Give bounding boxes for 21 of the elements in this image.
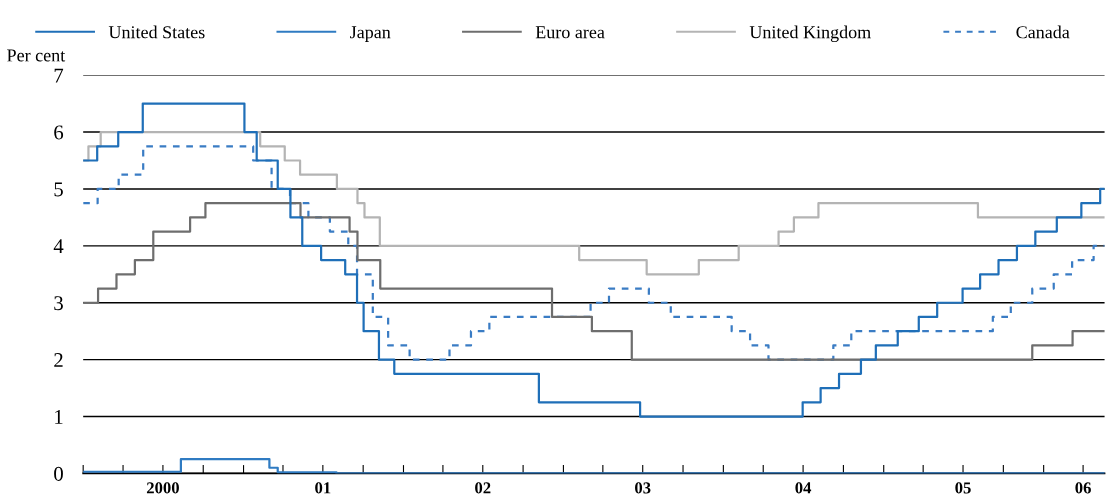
y-tick-label: 1 [55,410,63,424]
y-tick-label: 7 [54,68,64,83]
x-tick-label: 01 [315,482,331,494]
x-tick-label: 04 [795,482,812,494]
y-tick-label: 3 [54,296,63,311]
x-tick-label: 02 [475,482,491,494]
legend-label: Canada [1016,25,1070,39]
y-tick-label: 0 [54,466,63,481]
y-axis-title: Per cent [7,49,66,62]
x-tick-label: 06 [1075,482,1091,494]
x-tick-label: 05 [955,482,971,494]
y-tick-label: 6 [54,125,64,140]
x-tick-label: 03 [635,482,651,494]
legend-label: United Kingdom [749,25,871,43]
legend-label: Japan [350,26,391,42]
y-tick-label: 4 [53,239,64,254]
y-tick-label: 2 [54,353,63,367]
x-tick-label: 2000 [146,482,179,494]
y-tick-label: 5 [54,182,63,197]
legend-label: Euro area [535,26,605,39]
legend-label: United States [108,25,205,39]
